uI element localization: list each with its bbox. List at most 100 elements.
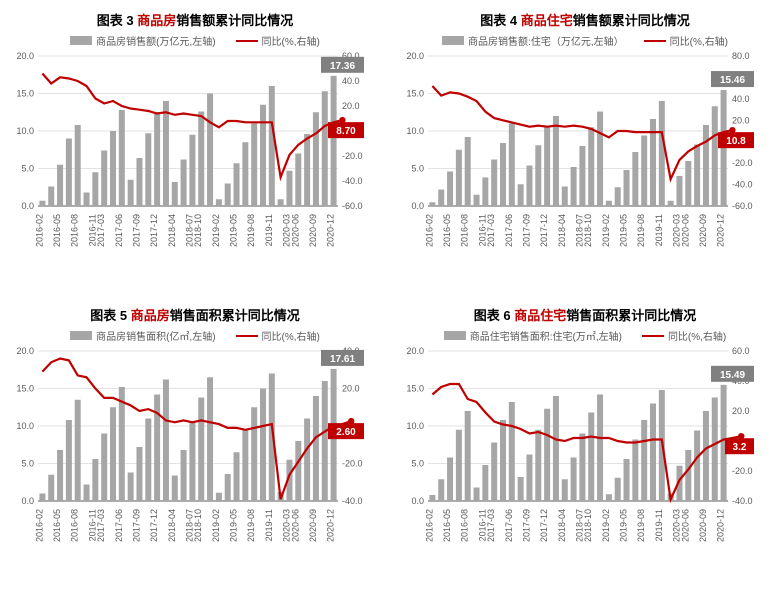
legend-bar: 商品房销售面积(亿㎡,左轴) <box>70 328 215 343</box>
svg-text:-60.0: -60.0 <box>342 201 363 211</box>
svg-text:2017-09: 2017-09 <box>521 509 531 542</box>
svg-text:2017-12: 2017-12 <box>149 509 159 542</box>
legend-line-label: 同比(%,右轴) <box>262 33 320 48</box>
svg-text:2019-11: 2019-11 <box>264 214 274 246</box>
svg-text:2016-08: 2016-08 <box>70 509 80 542</box>
svg-text:2017-06: 2017-06 <box>114 214 124 247</box>
legend-bar: 商品住宅销售面积:住宅(万㎡,左轴) <box>444 328 622 343</box>
svg-text:20.0: 20.0 <box>406 346 424 356</box>
legend-line: 同比(%,右轴) <box>644 33 728 48</box>
legend-bar-label: 商品房销售额(万亿元,左轴) <box>96 33 215 48</box>
chart3-svg: 0.05.010.015.020.0-60.0-40.0-20.00.020.0… <box>10 50 380 295</box>
svg-text:2018-04: 2018-04 <box>557 214 567 247</box>
legend-bar-swatch <box>442 36 464 45</box>
svg-text:2019-02: 2019-02 <box>211 509 221 542</box>
svg-text:0.0: 0.0 <box>21 496 34 506</box>
svg-text:2019-08: 2019-08 <box>246 214 256 247</box>
svg-text:2017-12: 2017-12 <box>149 214 159 247</box>
legend-bar-label: 商品房销售面积(亿㎡,左轴) <box>96 328 215 343</box>
svg-text:0.0: 0.0 <box>411 201 424 211</box>
legend-line-label: 同比(%,右轴) <box>262 328 320 343</box>
svg-text:2019-11: 2019-11 <box>654 509 664 541</box>
svg-text:2019-11: 2019-11 <box>264 509 274 541</box>
svg-text:2017-03: 2017-03 <box>96 509 106 542</box>
svg-text:2020-12: 2020-12 <box>326 509 336 542</box>
svg-text:-20.0: -20.0 <box>732 466 753 476</box>
svg-text:-20.0: -20.0 <box>732 158 753 168</box>
svg-text:15.49: 15.49 <box>720 370 745 381</box>
svg-text:17.61: 17.61 <box>330 354 355 365</box>
svg-text:5.0: 5.0 <box>21 164 34 174</box>
svg-text:2017-12: 2017-12 <box>539 214 549 247</box>
chart3-panel: 图表 3 商品房销售额累计同比情况商品房销售额(万亿元,左轴) 同比(%,右轴) 0… <box>10 10 380 295</box>
title-prefix: 图表 5 <box>90 308 130 323</box>
chart6-legend: 商品住宅销售面积:住宅(万㎡,左轴) 同比(%,右轴) <box>400 328 770 343</box>
svg-text:2016-08: 2016-08 <box>460 214 470 247</box>
title-suffix: 销售额累计同比情况 <box>573 13 690 28</box>
chart3-title: 图表 3 商品房销售额累计同比情况 <box>10 10 380 29</box>
svg-text:-40.0: -40.0 <box>732 180 753 190</box>
svg-text:2018-10: 2018-10 <box>583 214 593 247</box>
legend-bar-swatch <box>444 331 466 340</box>
chart3-legend: 商品房销售额(万亿元,左轴) 同比(%,右轴) <box>10 33 380 48</box>
svg-text:5.0: 5.0 <box>411 164 424 174</box>
svg-text:2020-06: 2020-06 <box>290 509 300 542</box>
svg-text:10.0: 10.0 <box>406 126 424 136</box>
svg-text:2019-11: 2019-11 <box>654 214 664 246</box>
svg-text:0.0: 0.0 <box>21 201 34 211</box>
svg-text:2018-04: 2018-04 <box>167 214 177 247</box>
svg-text:20.0: 20.0 <box>342 101 360 111</box>
svg-text:15.46: 15.46 <box>720 75 745 86</box>
svg-text:3.2: 3.2 <box>733 442 747 453</box>
chart4-title: 图表 4 商品住宅销售额累计同比情况 <box>400 10 770 29</box>
chart5-legend: 商品房销售面积(亿㎡,左轴) 同比(%,右轴) <box>10 328 380 343</box>
legend-line-swatch <box>236 40 258 42</box>
legend-bar: 商品房销售额(万亿元,左轴) <box>70 33 215 48</box>
chart5-panel: 图表 5 商品房销售面积累计同比情况商品房销售面积(亿㎡,左轴)同比(%,右轴)… <box>10 305 380 590</box>
svg-text:15.0: 15.0 <box>406 384 424 394</box>
svg-text:80.0: 80.0 <box>732 51 750 61</box>
svg-text:2016-02: 2016-02 <box>34 214 44 247</box>
svg-text:20.0: 20.0 <box>16 51 34 61</box>
svg-text:2017-03: 2017-03 <box>486 214 496 247</box>
legend-bar-swatch <box>70 331 92 340</box>
svg-text:15.0: 15.0 <box>406 89 424 99</box>
svg-text:2017-06: 2017-06 <box>114 509 124 542</box>
svg-text:2017-03: 2017-03 <box>486 509 496 542</box>
svg-text:2020-06: 2020-06 <box>290 214 300 247</box>
svg-text:2017-09: 2017-09 <box>521 214 531 247</box>
legend-bar-label: 商品房销售额:住宅（万亿元,左轴） <box>468 33 624 48</box>
chart-grid: 图表 3 商品房销售额累计同比情况商品房销售额(万亿元,左轴)同比(%,右轴)0… <box>0 0 779 600</box>
svg-text:2019-05: 2019-05 <box>229 214 239 247</box>
title-red: 商品住宅 <box>514 308 566 323</box>
title-red: 商品房 <box>137 13 176 28</box>
title-prefix: 图表 3 <box>97 13 137 28</box>
svg-text:2018-10: 2018-10 <box>193 214 203 247</box>
svg-text:2017-03: 2017-03 <box>96 214 106 247</box>
svg-text:2016-05: 2016-05 <box>442 214 452 247</box>
svg-text:20.0: 20.0 <box>732 406 750 416</box>
legend-line-swatch <box>236 335 258 337</box>
svg-text:2016-02: 2016-02 <box>424 214 434 247</box>
legend-line: 同比(%,右轴) <box>642 328 726 343</box>
svg-text:2020-09: 2020-09 <box>698 509 708 542</box>
svg-text:-60.0: -60.0 <box>732 201 753 211</box>
svg-text:15.0: 15.0 <box>16 89 34 99</box>
svg-text:2020-09: 2020-09 <box>308 509 318 542</box>
svg-text:10.0: 10.0 <box>406 421 424 431</box>
svg-text:5.0: 5.0 <box>21 459 34 469</box>
svg-text:40.0: 40.0 <box>342 76 360 86</box>
svg-text:10.0: 10.0 <box>16 126 34 136</box>
svg-text:2019-08: 2019-08 <box>636 509 646 542</box>
svg-text:8.70: 8.70 <box>336 126 356 137</box>
svg-text:-20.0: -20.0 <box>342 151 363 161</box>
svg-text:15.0: 15.0 <box>16 384 34 394</box>
svg-text:2.60: 2.60 <box>336 427 356 438</box>
svg-text:-40.0: -40.0 <box>342 496 363 506</box>
svg-text:2019-05: 2019-05 <box>619 214 629 247</box>
title-suffix: 销售面积累计同比情况 <box>170 308 300 323</box>
svg-text:2016-05: 2016-05 <box>52 509 62 542</box>
svg-text:2020-12: 2020-12 <box>716 214 726 247</box>
svg-text:2018-04: 2018-04 <box>557 509 567 542</box>
svg-text:2019-05: 2019-05 <box>619 509 629 542</box>
